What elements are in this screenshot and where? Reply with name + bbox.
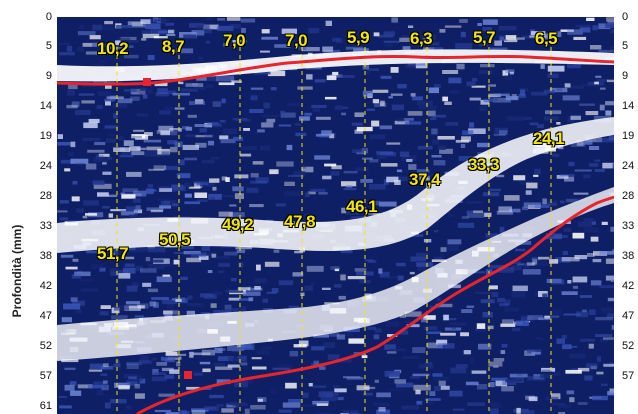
left-tick: 9: [45, 70, 52, 82]
right-tick: 14: [622, 100, 635, 112]
right-tick: 5: [622, 40, 629, 52]
measurement-label: 33,3: [468, 155, 500, 174]
left-tick: 14: [39, 100, 52, 112]
right-tick: 19: [622, 130, 635, 142]
measurement-label: 5,9: [347, 28, 370, 47]
right-tick: 28: [622, 190, 635, 202]
left-tick: 42: [39, 280, 52, 292]
left-tick: 24: [39, 160, 52, 172]
surface-marker: [143, 78, 151, 86]
right-tick: 0: [622, 11, 629, 23]
measurement-label: 8,7: [162, 37, 185, 56]
y-axis-label: Profondità (mm): [10, 224, 24, 318]
measurement-label: 24,1: [533, 129, 565, 148]
measurement-label: 47,8: [284, 212, 316, 231]
left-tick: 0: [45, 11, 52, 23]
left-tick: 19: [39, 130, 52, 142]
right-tick: 38: [622, 250, 635, 262]
measurement-label: 7,0: [223, 31, 246, 50]
deep-marker: [184, 371, 192, 379]
measurement-label: 6,5: [535, 29, 558, 48]
measurement-label: 37,4: [409, 170, 441, 189]
right-tick: 47: [622, 310, 635, 322]
ultrasound-image: 10,2 8,7 7,0 7,0 5,9 6,3 5,7 6,5 51,7 50…: [57, 17, 614, 414]
measurement-label: 7,0: [285, 31, 308, 50]
measurement-label: 6,3: [410, 29, 433, 48]
left-tick: 47: [39, 310, 52, 322]
left-tick: 38: [39, 250, 52, 262]
right-tick: 52: [622, 340, 635, 352]
ultrasound-scan: [57, 17, 614, 414]
measurement-label: 51,7: [97, 244, 129, 263]
right-tick: 24: [622, 160, 635, 172]
left-tick: 61: [39, 400, 52, 412]
measurement-label: 46,1: [346, 197, 378, 216]
right-tick: 57: [622, 370, 635, 382]
measurement-label: 49,2: [222, 215, 254, 234]
left-tick: 28: [39, 190, 52, 202]
measurement-label: 50,5: [159, 230, 191, 249]
deep-echo-band: [57, 117, 614, 253]
left-tick: 33: [39, 220, 52, 232]
right-tick: 9: [622, 70, 629, 82]
left-tick: 52: [39, 340, 52, 352]
left-tick: 57: [39, 370, 52, 382]
measurement-label: 5,7: [473, 28, 496, 47]
right-tick: 42: [622, 280, 635, 292]
deep-boundary-line: [136, 195, 614, 414]
left-tick: 5: [45, 40, 52, 52]
measurement-label: 10,2: [97, 39, 129, 58]
right-tick: 33: [622, 220, 635, 232]
bone-echo-band: [57, 187, 614, 361]
